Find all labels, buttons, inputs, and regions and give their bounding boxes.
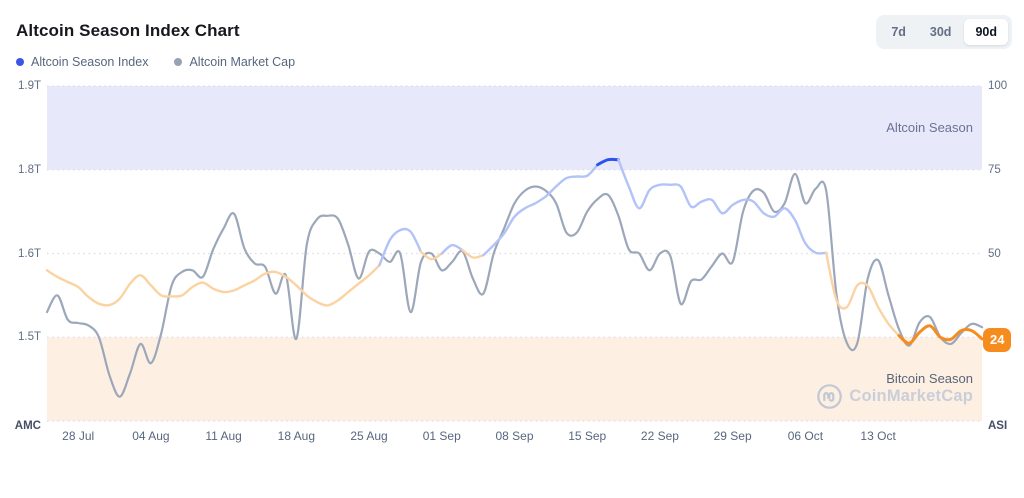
x-axis-tick: 11 Aug: [205, 429, 242, 443]
y-left-tick: 1.9T: [17, 80, 41, 92]
altcoin-season-index-line: [482, 163, 599, 257]
y-right-tick: 50: [988, 247, 1001, 260]
x-axis-tick: 13 Oct: [860, 429, 896, 443]
x-axis-tick: 01 Sep: [422, 429, 461, 443]
range-button-7d[interactable]: 7d: [880, 19, 917, 45]
legend-dot-icon: [174, 58, 183, 66]
x-axis-tick: 15 Sep: [568, 429, 607, 443]
altcoin-season-index-line: [825, 251, 901, 337]
y-left-tick: 1.6T: [17, 247, 41, 260]
altcoin-season-index-line: [897, 324, 984, 345]
altcoin-season-index-line: [440, 243, 464, 255]
altcoin-market-cap-line: [45, 172, 984, 398]
right-axis-title: ASI: [988, 420, 1008, 432]
y-left-tick: 1.8T: [17, 163, 41, 176]
range-button-30d[interactable]: 30d: [919, 19, 963, 45]
x-axis-tick: 28 Jul: [62, 429, 95, 443]
legend-dot-icon: [16, 58, 24, 66]
altcoin-season-band: [47, 86, 982, 170]
bitcoin-season-band-label: Bitcoin Season: [886, 371, 973, 386]
chart-legend: Altcoin Season Index Altcoin Market Cap: [16, 55, 295, 69]
altcoin-season-index-line: [461, 249, 485, 259]
legend-label: Altcoin Season Index: [31, 55, 149, 69]
legend-item[interactable]: Altcoin Market Cap: [174, 55, 295, 69]
altcoin-season-index-line: [596, 157, 620, 167]
legend-item[interactable]: Altcoin Season Index: [16, 55, 148, 69]
altcoin-season-index-line: [419, 250, 443, 261]
y-left-tick: 1.5T: [17, 331, 41, 344]
x-axis-tick: 22 Sep: [640, 429, 679, 443]
altcoin-season-index-line: [378, 227, 423, 267]
watermark: CoinMarketCap: [816, 383, 973, 410]
x-axis-tick: 25 Aug: [350, 429, 388, 443]
x-axis-tick: 06 Oct: [787, 429, 824, 443]
altcoin-season-index-line: [617, 158, 828, 255]
range-switcher: 7d 30d 90d: [876, 15, 1012, 49]
altcoin-season-band-label: Altcoin Season: [886, 120, 973, 135]
x-axis-tick: 08 Sep: [495, 429, 534, 443]
range-button-90d[interactable]: 90d: [964, 19, 1008, 45]
x-axis-tick: 04 Aug: [132, 429, 170, 443]
x-axis-tick: 29 Sep: [713, 429, 752, 443]
current-value-badge: 24: [983, 328, 1012, 352]
y-right-tick: 100: [988, 80, 1008, 92]
coinmarketcap-logo-icon: [817, 384, 843, 409]
y-right-tick: 75: [988, 163, 1001, 176]
left-axis-title: AMC: [14, 420, 41, 432]
watermark-text: CoinMarketCap: [849, 387, 973, 405]
altcoin-season-index-line: [45, 264, 381, 307]
page-title: Altcoin Season Index Chart: [16, 21, 240, 40]
x-axis-tick: 18 Aug: [277, 429, 316, 443]
legend-label: Altcoin Market Cap: [189, 55, 296, 69]
